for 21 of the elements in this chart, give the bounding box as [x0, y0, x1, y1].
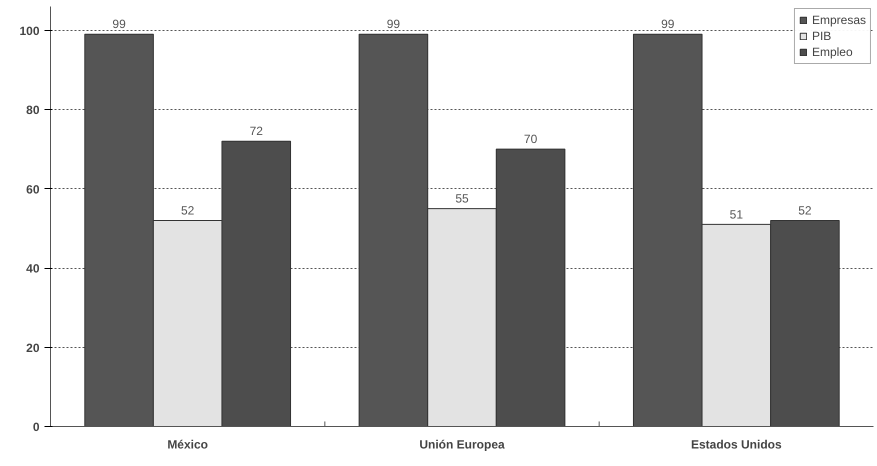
data-label: 55 — [455, 192, 469, 206]
data-label: 99 — [386, 17, 400, 32]
y-tick-label: 100 — [19, 24, 40, 38]
legend-label: Empleo — [812, 45, 853, 59]
data-label: 52 — [798, 203, 812, 218]
y-tick-label: 80 — [26, 103, 40, 118]
data-label: 51 — [730, 207, 744, 222]
y-tick-label: 60 — [26, 182, 40, 196]
data-label: 99 — [112, 17, 126, 32]
legend-label: PIB — [812, 29, 832, 43]
y-tick-label: 40 — [26, 262, 40, 276]
y-tick-label: 20 — [26, 340, 40, 355]
x-tick-label: Estados Unidos — [690, 438, 782, 452]
legend-label: Empresas — [812, 13, 866, 27]
data-label: 52 — [180, 203, 195, 218]
data-label: 99 — [661, 17, 675, 32]
data-label: 70 — [524, 132, 538, 146]
y-tick-label: 0 — [32, 420, 40, 434]
x-tick-label: Unión Europea — [419, 438, 505, 452]
x-tick-label: México — [167, 438, 208, 452]
data-label: 72 — [250, 124, 264, 138]
